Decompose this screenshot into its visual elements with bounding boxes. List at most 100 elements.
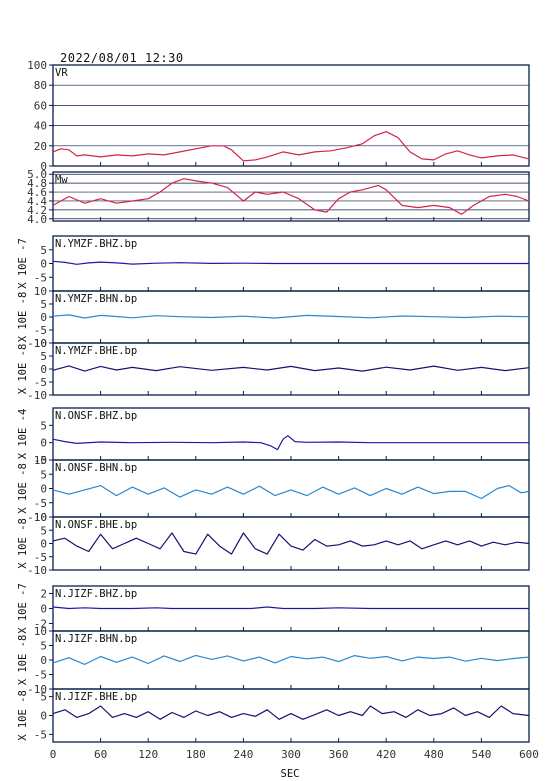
panel-label: N.ONSF.BHN.bp (55, 462, 137, 474)
x-tick-label: 240 (233, 748, 253, 761)
y-tick-label: -10 (27, 683, 47, 696)
y-axis-label: X 10E -8 (17, 635, 29, 686)
x-tick-label: 60 (94, 748, 107, 761)
y-tick-label: 0 (40, 437, 47, 450)
trace-line (52, 485, 530, 500)
panel-5: 5 0 -5 N.ONSF.BHZ.bp X 10E -4 (17, 407, 530, 467)
y-tick-label: 5 (40, 640, 47, 653)
panel-label: N.JIZF.BHZ.bp (55, 588, 137, 600)
y-tick-label: -10 (27, 389, 47, 402)
y-tick-label: 5 (40, 419, 47, 432)
y-tick-label: 4.8 (27, 177, 47, 190)
y-tick-label: -2 (34, 618, 47, 631)
panel-label: N.JIZF.BHN.bp (55, 633, 137, 645)
y-tick-label: 5 (40, 350, 47, 363)
panel-label: N.YMZF.BHE.bp (55, 345, 137, 357)
y-axis-label: X 10E -7 (17, 583, 29, 634)
y-tick-label: 100 (27, 59, 47, 72)
y-tick-label: 10 (34, 285, 47, 298)
panel-label: N.ONSF.BHZ.bp (55, 410, 137, 422)
y-tick-label: 10 (34, 511, 47, 524)
y-tick-label: 0 (40, 160, 47, 173)
y-tick-label: -10 (27, 511, 47, 524)
y-tick-label: 80 (34, 79, 47, 92)
y-tick-label: 20 (34, 140, 47, 153)
y-tick-label: 0 (40, 538, 47, 551)
y-tick-label: 10 (34, 625, 47, 638)
y-tick-label: 0 (40, 311, 47, 324)
x-tick-label: 360 (329, 748, 349, 761)
x-tick-label: 540 (471, 748, 491, 761)
panel-1: 5.04.84.64.44.24.0 Mw (27, 168, 530, 226)
x-tick-label: 600 (519, 748, 539, 761)
figure-title: 2022/08/01 12:30 (60, 51, 184, 65)
x-tick-label: 300 (281, 748, 301, 761)
trace-line (52, 435, 529, 451)
y-tick-label: -5 (34, 454, 47, 467)
panel-label: Mw (55, 174, 68, 186)
y-tick-label: -5 (34, 551, 47, 564)
panel-frame (52, 171, 530, 222)
x-tick-label: 0 (50, 748, 57, 761)
panel-2: 50-5 N.YMZF.BHZ.bp X 10E -7 (17, 235, 530, 292)
y-tick-label: 0 (40, 710, 47, 723)
trace-line (52, 260, 529, 265)
y-tick-label: -10 (27, 564, 47, 577)
trace-line (52, 314, 530, 319)
panels: 100806040200VR5.04.84.64.44.24.0Mw50-5N.… (17, 59, 530, 743)
trace-line (52, 654, 530, 665)
panel-10: 5 0 -5 N.JIZF.BHE.bp X 10E -8 (17, 688, 530, 743)
y-tick-label: 4.4 (27, 195, 47, 208)
y-axis-label: X 10E -8 (17, 292, 29, 343)
y-tick-label: 5 (40, 244, 47, 257)
y-tick-label: 5 (40, 691, 47, 704)
y-axis-label: X 10E -8 (17, 518, 29, 569)
y-axis-label: X 10E -8 (17, 344, 29, 395)
y-tick-label: 2 (40, 588, 47, 601)
trace-line (52, 178, 530, 215)
y-tick-label: 0 (40, 483, 47, 496)
y-tick-label: 0 (40, 654, 47, 667)
y-tick-label: 10 (34, 454, 47, 467)
y-axis-label: X 10E -7 (17, 238, 29, 289)
y-tick-label: 60 (34, 99, 47, 112)
y-tick-label: 0 (40, 363, 47, 376)
x-axis: 0 60 120 180 240 300 360 420 480 540 600 (50, 748, 539, 761)
y-axis-label: X 10E -8 (17, 690, 29, 741)
y-tick-label: -5 (34, 669, 47, 682)
y-tick-label: 5.0 (27, 168, 47, 181)
y-axis-label: X 10E -8 (17, 463, 29, 514)
panel-label: VR (55, 67, 68, 79)
y-tick-label: 40 (34, 120, 47, 133)
y-tick-label: 0 (40, 603, 47, 616)
panel-label: N.YMZF.BHZ.bp (55, 238, 137, 250)
y-tick-label: 4.6 (27, 186, 47, 199)
trace-line (52, 532, 530, 555)
y-tick-label: -5 (34, 324, 47, 337)
y-tick-label: 4.2 (27, 204, 47, 217)
y-tick-label: 5 (40, 468, 47, 481)
panel-label: N.ONSF.BHE.bp (55, 519, 137, 531)
trace-line (52, 705, 530, 720)
y-tick-label: -5 (34, 376, 47, 389)
y-tick-label: 5 (40, 298, 47, 311)
y-tick-label: 0 (40, 258, 47, 271)
panel-8: 2 0 -2 N.JIZF.BHZ.bp X 10E -7 (17, 583, 530, 634)
panel-label: N.YMZF.BHN.bp (55, 293, 137, 305)
trace-line (52, 131, 530, 162)
y-tick-label: -5 (34, 497, 47, 510)
x-tick-label: 180 (186, 748, 206, 761)
x-axis-label: SEC (281, 768, 300, 780)
panel-label: N.JIZF.BHE.bp (55, 691, 137, 703)
trace-line (52, 365, 530, 372)
y-tick-label: -10 (27, 337, 47, 350)
y-tick-label: 10 (34, 337, 47, 350)
y-axis-label: X 10E -4 (17, 409, 29, 460)
y-tick-label: -5 (34, 728, 47, 741)
y-tick-label: 4.0 (27, 213, 47, 226)
x-tick-label: 480 (424, 748, 444, 761)
